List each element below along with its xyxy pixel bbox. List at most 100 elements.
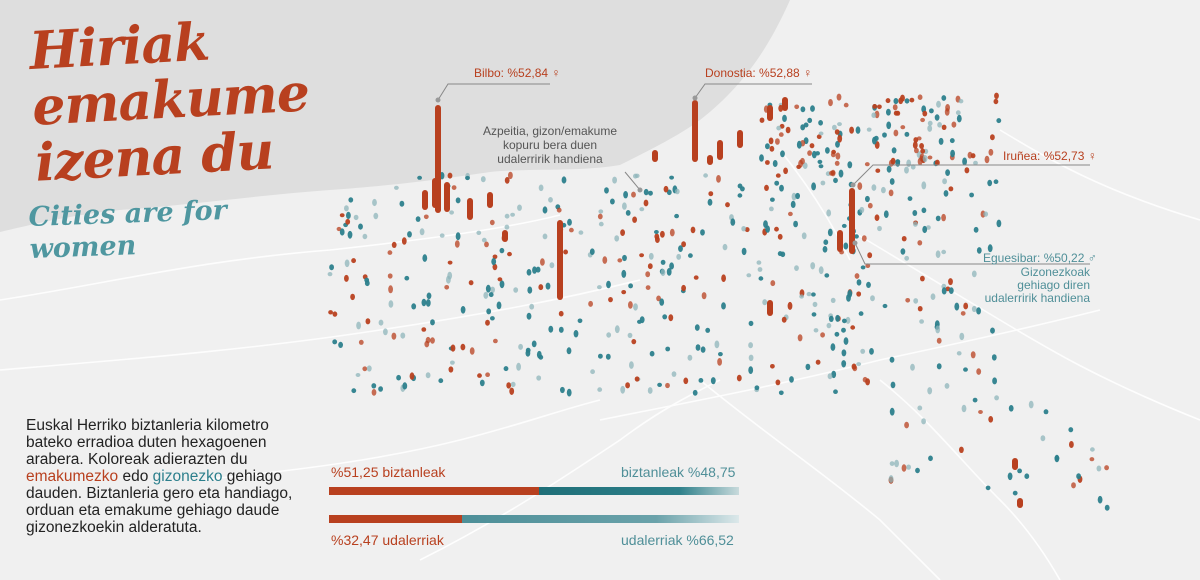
- hexagon-dot: [388, 285, 393, 294]
- hexagon-dot: [904, 255, 910, 261]
- hexagon-dot: [781, 316, 787, 323]
- hexagon-dot: [476, 230, 482, 235]
- hexagon-dot: [401, 237, 407, 245]
- hexagon-dot: [847, 289, 853, 298]
- hexagon-dot: [936, 337, 942, 344]
- hexagon-dot: [973, 226, 979, 233]
- hexagon-dot: [824, 273, 830, 278]
- hexagon-dot: [347, 230, 353, 239]
- hexagon-dot: [910, 363, 915, 371]
- hexagon-dot: [778, 132, 784, 137]
- hexagon-dot: [777, 233, 783, 240]
- hexagon-dot: [736, 374, 742, 382]
- hexagon-dot: [996, 118, 1002, 124]
- hexagon-dot: [888, 189, 894, 197]
- hexagon-dot: [859, 206, 865, 214]
- hexagon-dot: [598, 353, 603, 359]
- hexagon-dot: [914, 147, 919, 154]
- hexagon-dot: [566, 388, 572, 397]
- hexagon-dot: [978, 410, 983, 414]
- hexagon-dot: [860, 265, 866, 270]
- hexagon-dot: [657, 382, 662, 387]
- hexagon-dot: [765, 225, 770, 233]
- hexagon-dot: [822, 246, 828, 253]
- hexagon-dot: [606, 280, 611, 289]
- hexagon-dot: [960, 311, 966, 316]
- hexagon-dot: [425, 299, 431, 307]
- hexagon-dot: [597, 387, 603, 392]
- hexagon-dot: [1090, 447, 1095, 452]
- hexagon-dot: [643, 188, 649, 196]
- hexagon-dot: [872, 104, 878, 109]
- hexagon-dot: [497, 277, 503, 282]
- hexagon-dot: [660, 230, 665, 238]
- hexagon-dot: [399, 200, 405, 207]
- hexagon-dot: [904, 166, 909, 174]
- hexagon-dot: [861, 235, 867, 242]
- hexagon-dot: [818, 131, 824, 136]
- hexagon-dot: [800, 106, 806, 113]
- hexagon-dot: [540, 258, 545, 266]
- hexagon-dot: [941, 249, 947, 255]
- hexagon-dot: [869, 348, 874, 355]
- hexagon-dot: [737, 183, 743, 189]
- population-spike: [487, 192, 493, 208]
- hexagon-dot: [788, 211, 793, 217]
- hexagon-dot: [631, 191, 636, 198]
- hexagon-dot: [866, 127, 872, 132]
- hexagon-dot: [795, 192, 800, 200]
- hexagon-dot: [757, 267, 763, 272]
- hexagon-dot: [447, 260, 453, 265]
- hexagon-dot: [690, 226, 696, 234]
- hexagon-dot: [917, 405, 923, 411]
- hexagon-dot: [867, 252, 873, 259]
- hexagon-dot: [927, 120, 933, 126]
- hexagon-dot: [935, 159, 940, 166]
- hexagon-dot: [969, 192, 974, 198]
- hexagon-dot: [949, 138, 955, 144]
- hexagon-dot: [668, 314, 674, 322]
- hexagon-dot: [890, 381, 896, 389]
- hexagon-dot: [506, 382, 512, 389]
- hexagon-dot: [926, 225, 931, 230]
- hexagon-dot: [634, 376, 640, 382]
- hexagon-dot: [948, 287, 954, 294]
- hexagon-dot: [967, 151, 973, 159]
- hexagon-dot: [1040, 435, 1046, 442]
- hexagon-dot: [948, 186, 954, 192]
- hexagon-dot: [942, 178, 947, 185]
- hexagon-dot: [857, 182, 863, 191]
- men-word: gizonezko: [152, 468, 223, 485]
- hexagon-dot: [748, 320, 754, 327]
- hexagon-dot: [901, 236, 907, 242]
- hexagon-dot: [725, 202, 730, 208]
- hexagon-dot: [867, 202, 873, 209]
- hexagon-dot: [518, 343, 523, 350]
- hexagon-dot: [639, 316, 645, 324]
- hexagon-dot: [895, 159, 901, 164]
- hexagon-dot: [700, 346, 706, 353]
- hexagon-dot: [797, 334, 803, 342]
- hexagon-dot: [625, 210, 631, 216]
- hexagon-dot: [834, 331, 840, 337]
- hexagon-dot: [378, 319, 384, 326]
- hexagon-dot: [531, 340, 537, 348]
- hexagon-dot: [510, 212, 515, 217]
- hexagon-dot: [526, 269, 532, 276]
- hexagon-dot: [956, 351, 962, 356]
- hexagon-dot: [517, 204, 522, 211]
- hexagon-dot: [912, 210, 918, 216]
- hexagon-dot: [484, 241, 489, 248]
- population-spike: [557, 220, 563, 300]
- hexagon-dot: [959, 446, 964, 453]
- hexagon-dot: [772, 160, 778, 167]
- hexagon-dot: [660, 268, 666, 277]
- hexagon-dot: [449, 210, 454, 215]
- hexagon-dot: [687, 354, 693, 361]
- hexagon-dot: [855, 126, 861, 134]
- hexagon-dot: [976, 307, 981, 315]
- hexagon-dot: [492, 263, 498, 271]
- hexagon-dot: [910, 164, 916, 170]
- hexagon-dot: [622, 202, 627, 210]
- hexagon-dot: [669, 228, 675, 237]
